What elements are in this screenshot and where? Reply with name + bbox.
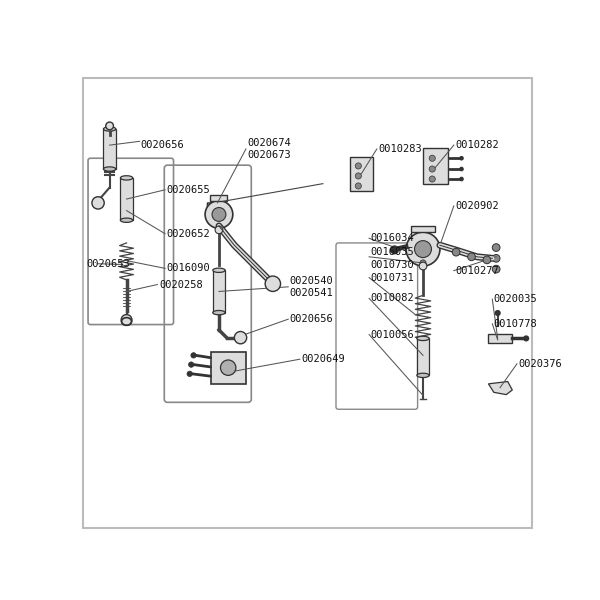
Circle shape (191, 353, 196, 358)
Circle shape (355, 173, 361, 179)
Bar (213, 270, 225, 313)
Circle shape (355, 163, 361, 169)
Circle shape (419, 262, 427, 270)
Text: 0010283: 0010283 (379, 144, 422, 154)
Circle shape (415, 241, 431, 257)
Circle shape (523, 335, 529, 341)
Bar (211, 352, 246, 384)
Circle shape (493, 244, 500, 251)
Circle shape (429, 176, 436, 182)
Text: 0020656: 0020656 (290, 314, 334, 324)
Circle shape (494, 310, 501, 316)
Circle shape (188, 362, 194, 367)
Ellipse shape (417, 373, 429, 377)
Text: 0020652: 0020652 (167, 229, 211, 239)
Circle shape (459, 177, 464, 181)
Text: 0016034: 0016034 (371, 233, 415, 244)
Circle shape (429, 166, 436, 172)
Text: 0010778: 0010778 (494, 319, 538, 329)
Circle shape (121, 314, 132, 325)
Text: 0020376: 0020376 (518, 359, 562, 369)
Circle shape (220, 360, 236, 376)
Circle shape (429, 155, 436, 161)
Text: 0020258: 0020258 (159, 280, 203, 290)
Bar (121, 178, 133, 220)
Circle shape (459, 167, 464, 172)
Circle shape (493, 254, 500, 262)
Polygon shape (412, 226, 434, 232)
Circle shape (493, 265, 500, 273)
Circle shape (483, 256, 491, 264)
Text: 0020656: 0020656 (140, 140, 184, 150)
Bar (103, 129, 116, 169)
Circle shape (205, 200, 233, 229)
Text: 0020540
0020541: 0020540 0020541 (290, 275, 334, 298)
Text: 0010277: 0010277 (455, 266, 499, 275)
Text: 0010056: 0010056 (371, 329, 415, 340)
Circle shape (467, 253, 475, 260)
Text: 0016035
0010730: 0016035 0010730 (371, 247, 415, 269)
Polygon shape (208, 203, 215, 218)
Ellipse shape (103, 127, 116, 131)
Circle shape (355, 183, 361, 189)
Text: 0010282: 0010282 (455, 140, 499, 150)
Circle shape (187, 371, 193, 377)
Circle shape (92, 197, 104, 209)
Circle shape (452, 248, 460, 256)
Circle shape (265, 276, 281, 292)
Text: 0020655: 0020655 (167, 185, 211, 195)
Circle shape (212, 208, 226, 221)
Ellipse shape (213, 310, 225, 315)
Circle shape (106, 122, 113, 130)
Circle shape (235, 331, 247, 344)
Text: 0010731: 0010731 (371, 272, 415, 283)
Text: 0020649: 0020649 (301, 354, 345, 364)
Bar (417, 338, 429, 376)
Bar (423, 148, 448, 184)
Circle shape (420, 260, 426, 266)
Circle shape (215, 226, 223, 233)
Circle shape (406, 232, 440, 266)
Ellipse shape (121, 176, 133, 180)
Text: 0016090: 0016090 (167, 263, 211, 274)
Ellipse shape (121, 218, 133, 223)
Text: 0020674
0020673: 0020674 0020673 (247, 138, 291, 160)
Text: 0010082: 0010082 (371, 293, 415, 304)
Polygon shape (488, 382, 512, 395)
Ellipse shape (417, 336, 429, 341)
Ellipse shape (103, 167, 116, 171)
Circle shape (391, 246, 398, 254)
Text: 0020035: 0020035 (494, 294, 538, 304)
Circle shape (459, 156, 464, 161)
Ellipse shape (213, 268, 225, 272)
Text: 0020902: 0020902 (455, 201, 499, 211)
Bar (350, 157, 373, 191)
Polygon shape (488, 334, 512, 343)
Text: 0020653: 0020653 (86, 259, 130, 269)
Polygon shape (211, 195, 227, 202)
